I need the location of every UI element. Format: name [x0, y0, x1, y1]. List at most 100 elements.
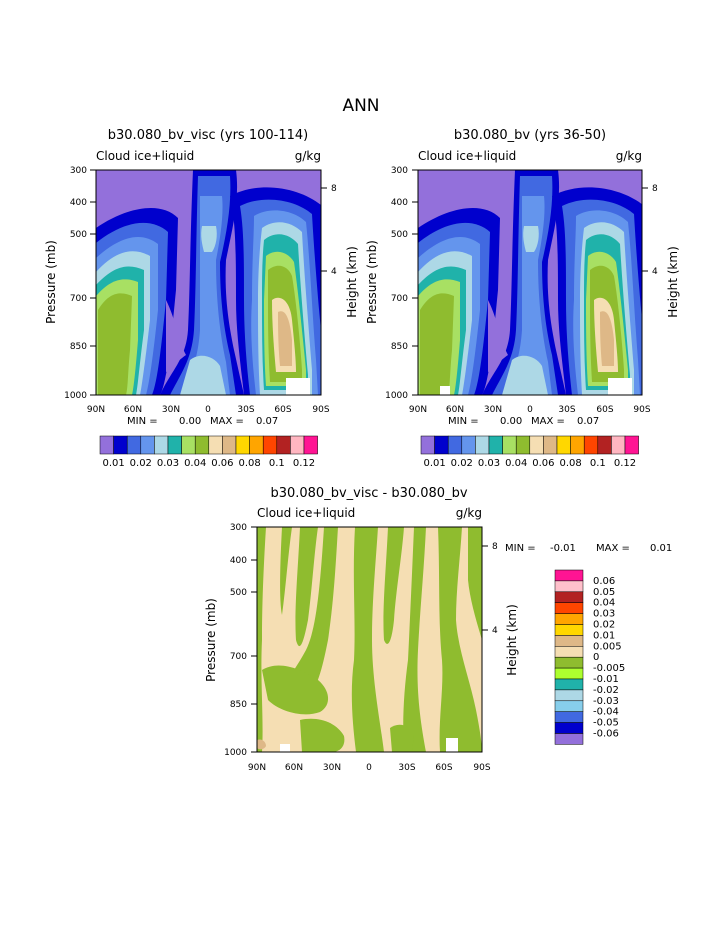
x-tick-label: 60S [596, 405, 613, 415]
x-axis: 90N 60N 30N 0 30S 60S 90S [248, 763, 491, 773]
y-right-axis-label: Height (km) [345, 246, 359, 317]
colorbar-label: 0.005 [593, 641, 622, 652]
y-right-tick-label: 4 [492, 626, 498, 636]
contour-band [282, 527, 338, 706]
plot-frame [256, 526, 483, 753]
colorbar-swatch [290, 435, 305, 455]
y-tick-label: 400 [230, 556, 247, 566]
colorbar-label: 0.08 [559, 458, 581, 469]
panel-title: b30.080_bv_visc (yrs 100-114) [108, 128, 308, 143]
colorbar-swatch [554, 667, 584, 680]
colorbar-label: -0.05 [593, 718, 619, 729]
plot-frame [95, 169, 322, 396]
contour-band [182, 196, 230, 395]
colorbar-label: 0.06 [532, 458, 554, 469]
colorbar-label: 0.12 [293, 458, 315, 469]
panel-subtitle-variable: Cloud ice+liquid [257, 506, 355, 520]
colorbar-label: 0.04 [184, 458, 206, 469]
colorbar-swatch [461, 435, 476, 455]
colorbar-swatch [303, 435, 318, 455]
colorbar: 0.060.050.040.030.020.010.0050-0.005-0.0… [554, 569, 625, 745]
x-tick-label: 0 [366, 763, 372, 773]
contour-band [468, 527, 482, 640]
stat-min-label: MIN = [127, 416, 158, 427]
y-axis-label: Pressure (mb) [365, 240, 379, 324]
contour-field [257, 527, 482, 752]
colorbar-swatch [554, 580, 584, 593]
colorbar-swatch [99, 435, 114, 455]
y-axis-left: 300 400 500 700 850 1000 Pressure (mb) [365, 166, 418, 401]
colorbar-swatch [554, 602, 584, 614]
contour-band [278, 311, 292, 366]
colorbar-label: 0.06 [211, 458, 233, 469]
stat-max-value: 0.07 [577, 416, 599, 427]
colorbar-swatch [597, 435, 612, 455]
colorbar-swatch [502, 435, 517, 455]
colorbar-swatch [554, 678, 584, 691]
colorbar-label: 0.04 [505, 458, 527, 469]
x-tick-label: 30S [237, 405, 254, 415]
y-tick-label: 300 [391, 166, 408, 176]
colorbar-label: 0.01 [423, 458, 445, 469]
y-tick-label: 300 [230, 523, 247, 533]
colorbar-swatch [249, 435, 264, 455]
colorbar-label: 0.08 [238, 458, 260, 469]
colorbar-label: 0.02 [451, 458, 473, 469]
x-tick-label: 90S [473, 763, 490, 773]
panel-subtitle-variable: Cloud ice+liquid [418, 149, 516, 163]
y-right-tick-label: 8 [652, 184, 658, 194]
colorbar-swatch [583, 435, 599, 455]
y-right-tick-label: 8 [331, 184, 337, 194]
contour-band [98, 293, 132, 395]
x-tick-label: 30N [323, 763, 341, 773]
stat-min-value: 0.00 [179, 416, 201, 427]
contour-band [280, 744, 290, 752]
y-tick-label: 1000 [385, 391, 408, 401]
y-tick-label: 700 [391, 294, 408, 304]
x-tick-label: 60N [285, 763, 303, 773]
colorbar-label: 0.02 [593, 620, 615, 631]
colorbar-swatch [235, 435, 250, 455]
contour-band [257, 739, 266, 750]
x-axis: 90N 60N 30N 0 30S 60S 90S [409, 405, 651, 415]
y-tick-label: 500 [70, 230, 87, 240]
colorbar-swatch [154, 435, 169, 455]
colorbar-label: -0.03 [593, 696, 619, 707]
stat-max-value: 0.07 [256, 416, 278, 427]
x-tick-label: 60S [435, 763, 452, 773]
contour-band [438, 527, 482, 752]
colorbar-swatch [554, 635, 584, 647]
contour-band [420, 293, 454, 395]
colorbar-swatch [554, 591, 584, 603]
colorbar-swatch [475, 435, 490, 455]
x-tick-label: 30S [398, 763, 415, 773]
stat-max-label: MAX = [596, 543, 630, 554]
y-tick-label: 500 [230, 588, 247, 598]
colorbar-swatch [570, 435, 585, 455]
y-tick-label: 850 [230, 700, 247, 710]
contour-field [96, 170, 321, 395]
x-tick-label: 90N [409, 405, 427, 415]
colorbar-label: -0.005 [593, 663, 625, 674]
y-tick-label: 850 [391, 342, 408, 352]
panel-subtitle-units: g/kg [295, 149, 321, 163]
panel-subtitle-variable: Cloud ice+liquid [96, 149, 194, 163]
contour-band [257, 527, 266, 752]
panel-difference: b30.080_bv_visc - b30.080_bv Cloud ice+l… [204, 486, 672, 773]
page-title: ANN [342, 96, 379, 116]
colorbar-label: 0 [593, 652, 599, 663]
y-tick-label: 300 [70, 166, 87, 176]
x-axis: 90N 60N 30N 0 30S 60S 90S [87, 405, 330, 415]
plot-frame [417, 169, 643, 396]
y-right-axis-label: Height (km) [666, 246, 680, 317]
colorbar-label: 0.05 [593, 587, 615, 598]
colorbar: 0.01 0.02 0.03 0.04 0.06 0.08 0.1 0.12 [99, 435, 318, 469]
y-tick-label: 700 [70, 294, 87, 304]
panel-left-top: b30.080_bv_visc (yrs 100-114) Cloud ice+… [44, 128, 359, 469]
stat-min-value: -0.01 [550, 543, 576, 554]
panel-title: b30.080_bv (yrs 36-50) [454, 128, 606, 143]
colorbar-swatch [222, 435, 237, 455]
contour-band [201, 226, 217, 252]
colorbar-label: 0.1 [269, 458, 285, 469]
